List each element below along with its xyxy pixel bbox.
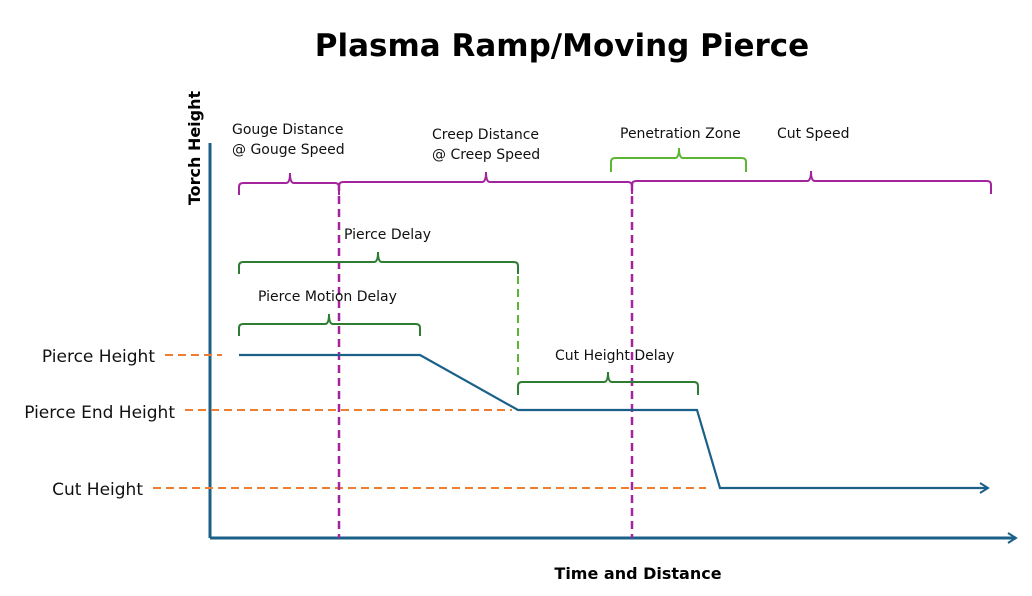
creep-speed-label: @ Creep Speed [432,147,540,163]
cut-speed-brace [631,170,992,194]
pierce-height-label: Pierce Height [42,347,155,367]
cut-height-delay-brace [517,371,699,395]
gouge-speed-label: @ Gouge Speed [232,142,345,158]
gouge-distance-brace [238,172,340,195]
pierce-delay-label: Pierce Delay [344,227,431,243]
cut-height-label: Cut Height [52,480,143,500]
cut-speed-label: Cut Speed [777,126,849,142]
pierce-end-height-label: Pierce End Height [24,403,175,423]
pierce-motion-delay-brace [238,313,421,336]
gouge-distance-label: Gouge Distance [232,122,343,138]
diagram-title: Plasma Ramp/Moving Pierce [315,28,809,64]
creep-distance-brace [338,171,633,194]
x-axis-label: Time and Distance [554,564,721,583]
creep-distance-label: Creep Distance [432,127,539,143]
penetration-zone-brace [610,147,747,172]
pierce-delay-brace [238,251,519,274]
penetration-zone-label: Penetration Zone [620,126,741,142]
cut-height-delay-label: Cut Height Delay [555,348,674,364]
torch-height-profile [239,353,990,494]
pierce-motion-delay-label: Pierce Motion Delay [258,289,397,305]
y-axis-label: Torch Height [185,90,204,205]
